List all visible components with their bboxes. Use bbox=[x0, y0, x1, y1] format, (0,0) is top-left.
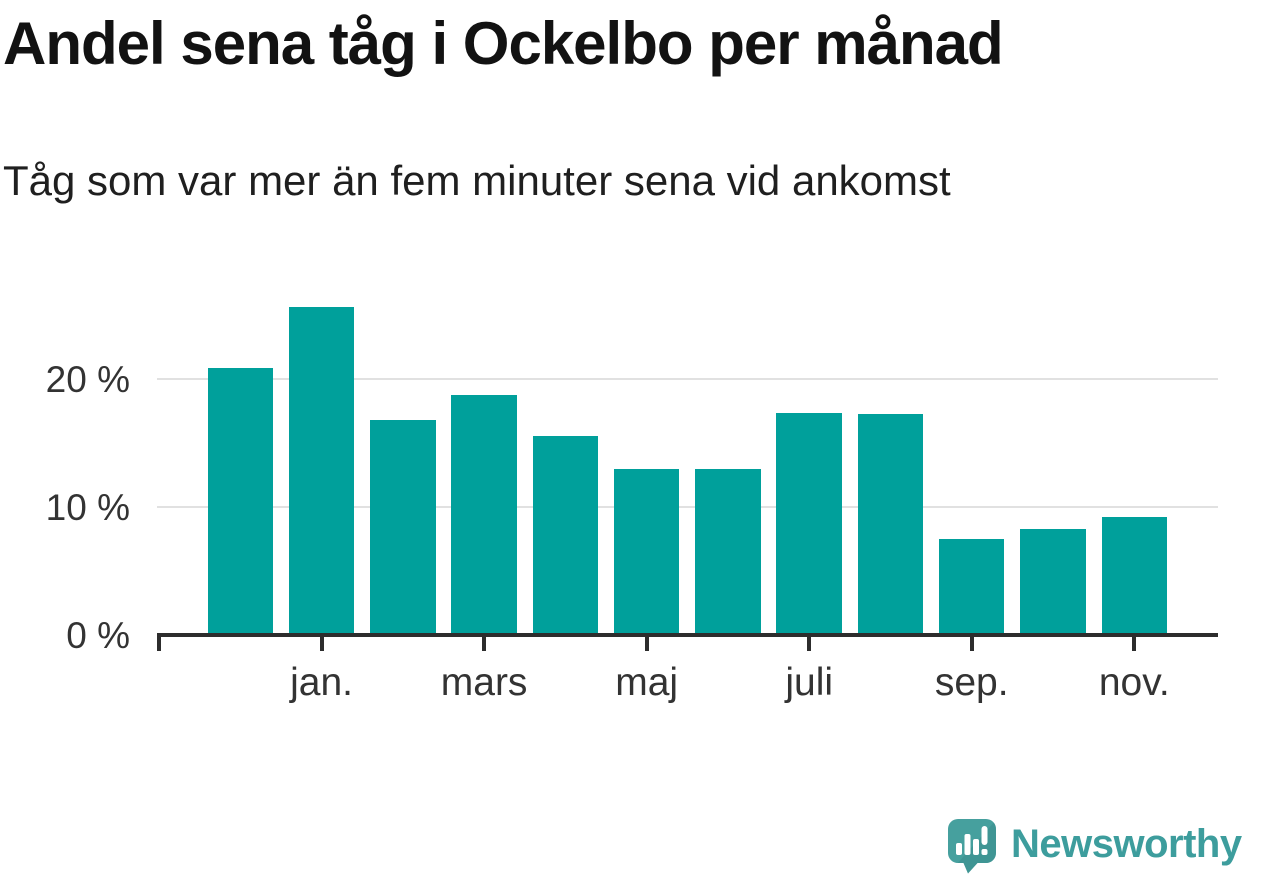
x-axis-label-maj: maj bbox=[615, 661, 679, 704]
x-axis-label-sep: sep. bbox=[934, 661, 1009, 704]
y-axis-label-20: 20 % bbox=[45, 359, 130, 401]
x-axis-tick bbox=[644, 637, 649, 651]
bar-jan bbox=[288, 306, 355, 635]
y-axis-label-0: 0 % bbox=[66, 615, 130, 656]
page-title: Andel sena tåg i Ockelbo per månad bbox=[3, 10, 1004, 77]
page-subtitle: Tåg som var mer än fem minuter sena vid … bbox=[3, 157, 951, 204]
x-axis-label-juli: juli bbox=[785, 661, 834, 704]
bar-juni bbox=[695, 468, 761, 635]
x-axis-label-jan: jan. bbox=[290, 661, 353, 704]
x-axis-line bbox=[157, 633, 1218, 637]
gridline-20 bbox=[157, 378, 1218, 381]
bar-sep bbox=[938, 539, 1005, 635]
newsworthy-logo: Newsworthy bbox=[947, 818, 1242, 874]
x-axis-tick bbox=[807, 637, 812, 651]
x-axis-tick bbox=[969, 637, 974, 651]
bar-dec bbox=[207, 367, 274, 635]
x-axis-tick bbox=[319, 637, 324, 651]
bar-apr bbox=[532, 435, 599, 635]
x-axis-tick bbox=[1132, 637, 1137, 651]
y-axis-label-10: 10 % bbox=[45, 487, 130, 529]
newsworthy-bar-chart-speech-bubble-icon bbox=[948, 819, 996, 874]
x-axis-label-nov: nov. bbox=[1098, 661, 1170, 704]
bar-nov bbox=[1101, 517, 1168, 635]
bar-aug bbox=[857, 413, 924, 635]
gridline-10 bbox=[157, 506, 1218, 509]
bar-okt bbox=[1020, 528, 1086, 635]
newsworthy-wordmark: Newsworthy bbox=[1011, 822, 1242, 866]
bar-feb bbox=[370, 420, 436, 635]
x-axis-label-mars: mars bbox=[440, 661, 528, 704]
bar-juli bbox=[776, 412, 842, 635]
x-axis-tick bbox=[482, 637, 487, 651]
bar-mars bbox=[451, 394, 517, 635]
bar-maj bbox=[613, 468, 680, 635]
x-axis-tick bbox=[157, 637, 162, 651]
